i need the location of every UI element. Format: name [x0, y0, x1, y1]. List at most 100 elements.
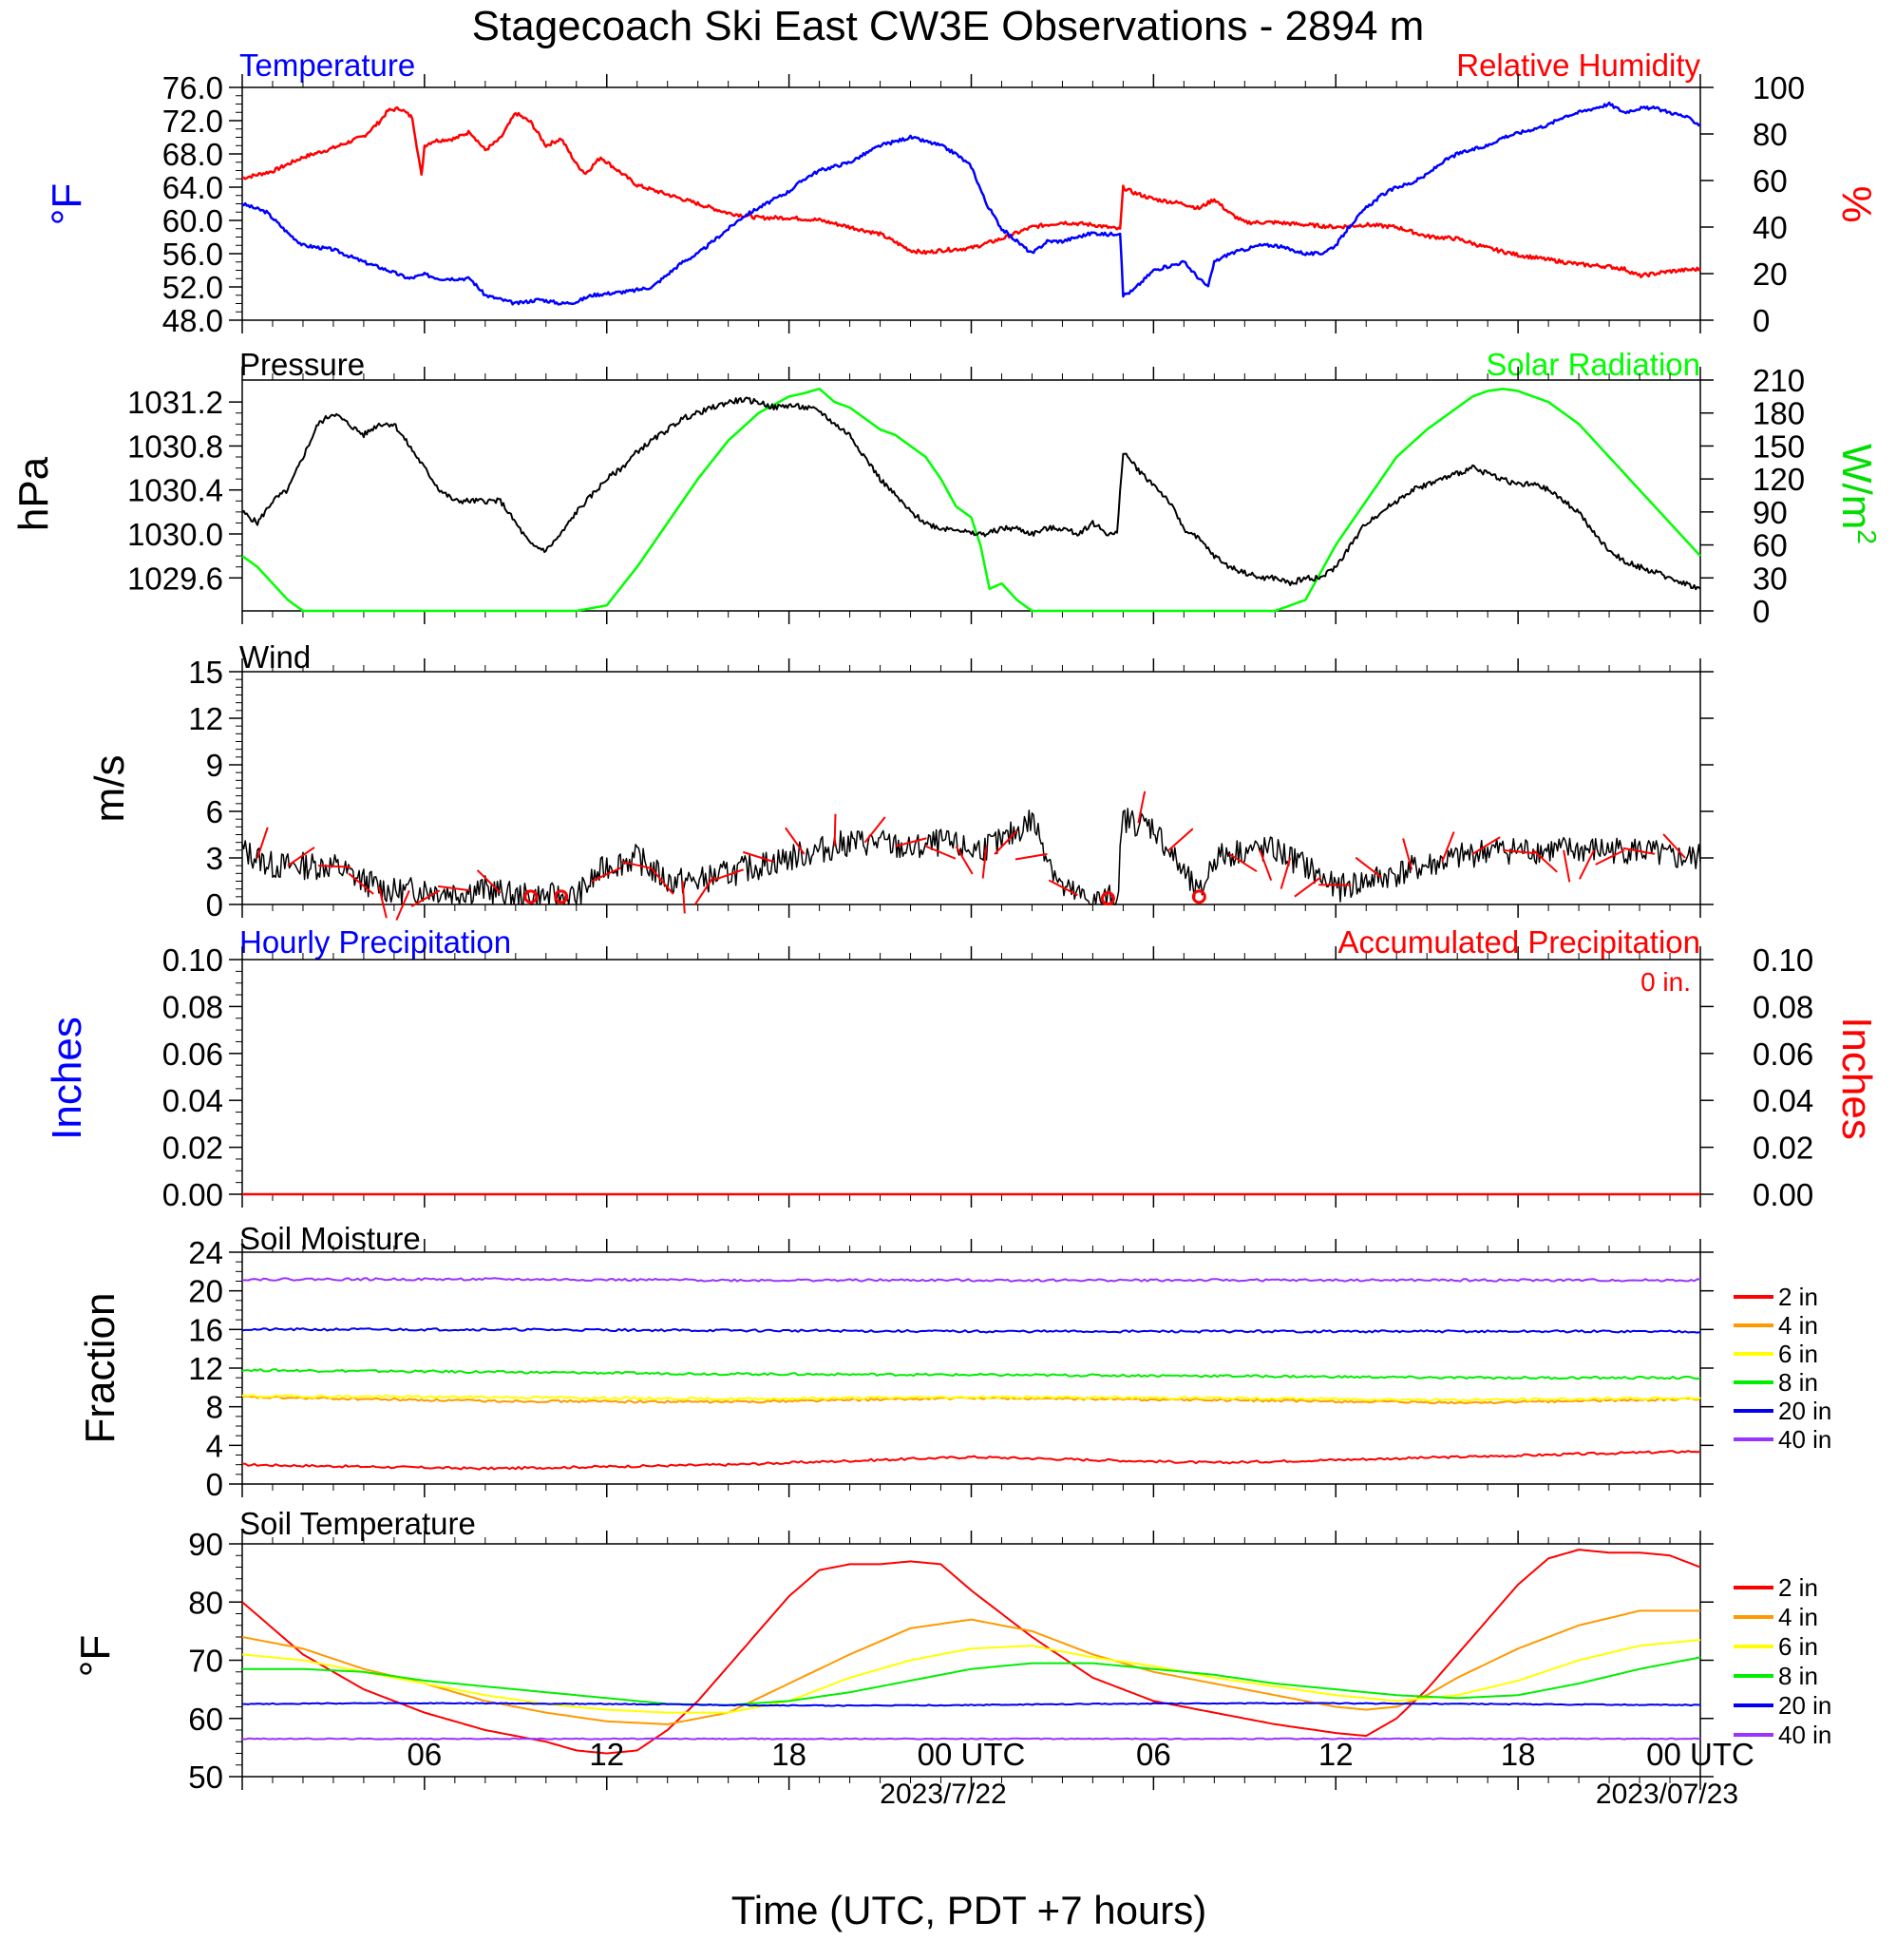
temp-rh-ytick-label: 56.0 [162, 237, 223, 272]
precip-ytick-label: 0.10 [162, 942, 223, 978]
wind-ytick-label: 9 [206, 748, 223, 783]
pressure-solar-ytick-label: 1030.8 [127, 428, 223, 464]
x-axis-label: Time (UTC, PDT +7 hours) [731, 1888, 1207, 1932]
temp-rh-y2tick-label: 40 [1753, 210, 1788, 245]
soil-temp-ytick-label: 70 [188, 1644, 223, 1679]
legend-label: 20 in [1778, 1397, 1831, 1425]
solar-axis-unit: W/m [1833, 444, 1880, 529]
soil-temp-ytick-label: 90 [188, 1527, 223, 1562]
temp-rh-y2tick-label: 20 [1753, 257, 1788, 292]
date-label-1: 2023/7/22 [880, 1779, 1006, 1810]
pressure-solar-ytick-label: 1029.6 [127, 561, 223, 596]
chart-title: Stagecoach Ski East CW3E Observations - … [472, 3, 1425, 49]
legend-label: 6 in [1778, 1340, 1818, 1368]
legend-label: 4 in [1778, 1603, 1818, 1631]
precip-ytick-label: 0.02 [162, 1131, 223, 1166]
soil-moisture-ytick-label: 16 [188, 1312, 223, 1347]
temp-rh-ytick-label: 68.0 [162, 137, 223, 172]
x-tick-label: 18 [1501, 1737, 1536, 1772]
wind-barb [835, 814, 836, 847]
precip-y2tick-label: 0.08 [1753, 989, 1813, 1024]
pressure-solar-y2tick-label: 120 [1753, 462, 1805, 497]
legend-label: 2 in [1778, 1283, 1818, 1311]
pressure-solar-y2tick-label: 150 [1753, 428, 1805, 464]
precip-ytick-label: 0.04 [162, 1083, 223, 1118]
legend-label: 20 in [1778, 1691, 1831, 1720]
wind-ytick-label: 15 [188, 655, 223, 690]
precip-ytick-label: 0.08 [162, 989, 223, 1024]
soil-moisture-ytick-label: 4 [206, 1428, 223, 1463]
pressure-solar-ytick-label: 1030.0 [127, 517, 223, 552]
date-label-2: 2023/07/23 [1596, 1779, 1738, 1810]
wind-axis-label: m/s [86, 755, 133, 823]
accum-precip-axis-label: Inches [1833, 1017, 1880, 1140]
soil-temp-axis-label: °F [72, 1635, 119, 1677]
temperature-axis-label: °F [44, 183, 90, 225]
precip-y2tick-label: 0.06 [1753, 1037, 1813, 1072]
temp-rh-y2tick-label: 0 [1753, 303, 1770, 338]
legend-label: 6 in [1778, 1632, 1818, 1661]
x-tick-label: 06 [1136, 1737, 1171, 1772]
soil-moisture-label: Soil Moisture [239, 1221, 421, 1256]
pressure-solar-y2tick-label: 60 [1753, 528, 1788, 563]
wind-ytick-label: 3 [206, 841, 223, 876]
hourly-precip-axis-label: Inches [44, 1017, 90, 1140]
hourly-precip-label: Hourly Precipitation [239, 924, 511, 960]
precip-y2tick-label: 0.02 [1753, 1131, 1813, 1166]
precip-y2tick-label: 0.00 [1753, 1177, 1813, 1212]
pressure-solar-ytick-label: 1031.2 [127, 385, 223, 420]
soil-temp-ytick-label: 80 [188, 1585, 223, 1620]
soil-moisture-axis-label: Fraction [77, 1293, 123, 1444]
x-tick-label: 12 [589, 1737, 624, 1772]
temp-rh-y2tick-label: 80 [1753, 117, 1788, 152]
humidity-axis-label: % [1833, 185, 1880, 222]
pressure-solar-y2tick-label: 30 [1753, 561, 1788, 596]
soil-temp-label: Soil Temperature [239, 1506, 476, 1541]
legend-label: 2 in [1778, 1573, 1818, 1602]
pressure-label: Pressure [239, 347, 365, 382]
soil-moisture-ytick-label: 12 [188, 1351, 223, 1386]
humidity-label: Relative Humidity [1456, 48, 1700, 83]
legend-label: 8 in [1778, 1368, 1818, 1397]
wind-ytick-label: 0 [206, 887, 223, 923]
soil-temp-ytick-label: 60 [188, 1702, 223, 1737]
soil-temp-ytick-label: 50 [188, 1760, 223, 1795]
temp-rh-ytick-label: 76.0 [162, 70, 223, 105]
temp-rh-ytick-label: 64.0 [162, 170, 223, 205]
precip-ytick-label: 0.00 [162, 1177, 223, 1212]
pressure-solar-y2tick-label: 0 [1753, 594, 1770, 629]
temp-rh-ytick-label: 48.0 [162, 303, 223, 338]
legend-label: 40 in [1778, 1425, 1831, 1454]
solar-axis-sup: 2 [1852, 529, 1882, 544]
x-tick-label: 00 UTC [918, 1737, 1026, 1772]
pressure-solar-ytick-label: 1030.4 [127, 473, 223, 508]
wind-ytick-label: 6 [206, 794, 223, 829]
precip-y2tick-label: 0.10 [1753, 942, 1813, 978]
precip-total: 0 in. [1640, 967, 1691, 997]
precip-y2tick-label: 0.04 [1753, 1083, 1813, 1118]
temp-rh-y2tick-label: 100 [1753, 70, 1805, 105]
pressure-solar-y2tick-label: 180 [1753, 396, 1805, 431]
solar-axis-label: W/m2 [1833, 444, 1882, 544]
x-tick-label: 06 [408, 1737, 443, 1772]
x-tick-label: 18 [771, 1737, 806, 1772]
soil-moisture-ytick-label: 24 [188, 1235, 223, 1270]
accum-precip-label: Accumulated Precipitation [1337, 924, 1700, 960]
legend-label: 4 in [1778, 1311, 1818, 1340]
pressure-solar-y2tick-label: 90 [1753, 495, 1788, 530]
temp-rh-y2tick-label: 60 [1753, 163, 1788, 199]
legend-label: 40 in [1778, 1721, 1831, 1749]
pressure-axis-label: hPa [10, 456, 57, 531]
wind-label: Wind [239, 639, 311, 675]
pressure-solar-y2tick-label: 210 [1753, 363, 1805, 398]
x-tick-label: 12 [1318, 1737, 1354, 1772]
x-tick-label: 00 UTC [1646, 1737, 1754, 1772]
temp-rh-ytick-label: 60.0 [162, 203, 223, 238]
temp-rh-ytick-label: 72.0 [162, 104, 223, 139]
soil-moisture-ytick-label: 20 [188, 1274, 223, 1309]
soil-moisture-ytick-label: 0 [206, 1467, 223, 1502]
temperature-label: Temperature [239, 48, 415, 83]
